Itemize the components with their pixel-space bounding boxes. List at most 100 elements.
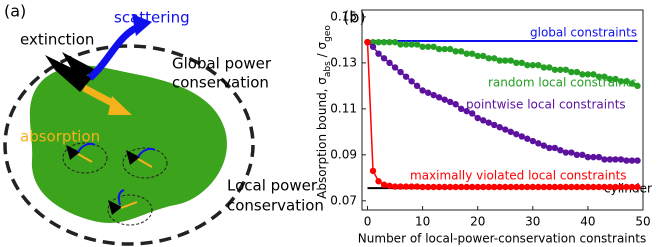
y-axis-label-part: / σ [315, 41, 329, 61]
data-point [584, 183, 592, 191]
data-point [562, 149, 570, 156]
data-point [413, 41, 421, 48]
y-axis-label-part: geo [323, 25, 333, 42]
x-tick-label: 50 [635, 215, 650, 229]
data-point [535, 61, 542, 69]
scattering-arrow-head [132, 14, 152, 36]
data-point [579, 71, 586, 78]
data-point [562, 183, 570, 191]
panel-b: (b) Number of local-power-conservation c… [315, 8, 652, 246]
data-point [507, 57, 514, 64]
data-point [590, 153, 597, 161]
y-tick-label: 0.11 [330, 101, 357, 115]
local-region [107, 194, 153, 226]
panel-label: (a) [4, 2, 26, 21]
data-point [375, 178, 382, 185]
data-point [468, 50, 476, 57]
data-point [529, 183, 537, 191]
data-point [496, 124, 503, 131]
extinction-arrow [45, 55, 92, 92]
x-tick-label: 40 [580, 215, 595, 229]
data-point [590, 71, 597, 78]
data-point [485, 183, 492, 191]
data-point [457, 48, 465, 55]
data-point [628, 183, 636, 191]
data-point [606, 183, 614, 191]
data-point [513, 183, 520, 191]
data-point [463, 107, 470, 115]
local-label: conservation [227, 197, 324, 215]
data-point [513, 59, 520, 67]
data-point [595, 153, 603, 161]
data-point [518, 59, 525, 67]
data-point [419, 183, 426, 191]
data-point [562, 66, 570, 73]
data-point [369, 167, 377, 175]
data-point [573, 183, 581, 191]
data-point [502, 183, 509, 191]
data-point [551, 66, 559, 73]
data-point [397, 68, 404, 76]
data-point [463, 183, 470, 191]
data-point [546, 144, 553, 152]
extinction-label: extinction [20, 31, 94, 49]
data-point [419, 43, 426, 50]
data-point [568, 68, 575, 76]
global-boundary [3, 44, 255, 246]
data-point [402, 73, 410, 80]
data-point [540, 142, 548, 149]
data-point [452, 48, 459, 55]
data-point [413, 183, 421, 190]
local-region [62, 142, 108, 174]
data-point [623, 183, 630, 191]
y-axis-label-part: Absorption bound, σ [315, 77, 329, 199]
data-point [369, 38, 377, 46]
data-point [540, 183, 548, 191]
data-point [430, 183, 437, 191]
data-point [402, 183, 410, 190]
data-point [364, 38, 371, 46]
absorption-arrow-head [108, 96, 132, 115]
data-point [441, 96, 448, 103]
data-point [446, 98, 454, 106]
data-point [617, 78, 625, 85]
y-tick-label: 0.13 [330, 55, 357, 69]
data-point [397, 183, 404, 190]
data-point [419, 87, 426, 94]
data-point [634, 82, 641, 90]
data-point [540, 64, 548, 71]
data-point [463, 50, 470, 57]
data-point [606, 156, 614, 163]
data-point [579, 183, 586, 191]
data-point [617, 156, 625, 163]
plot-frame [361, 9, 644, 211]
data-point [496, 183, 503, 191]
data-point [474, 114, 481, 122]
absorption-label: absorption [20, 128, 100, 146]
data-point [430, 91, 437, 99]
data-point [397, 41, 404, 48]
data-point [612, 183, 619, 191]
extinction-arrow [62, 52, 96, 80]
data-point [441, 45, 448, 53]
global-label: Global power [172, 55, 272, 73]
data-point [413, 82, 421, 90]
data-point [369, 43, 377, 50]
data-point [474, 52, 481, 60]
data-point [386, 182, 393, 190]
data-point [557, 66, 564, 73]
data-point [502, 126, 509, 133]
series-label: pointwise local constraints [466, 98, 626, 112]
data-point [529, 61, 537, 69]
data-point [424, 183, 432, 191]
panel-a: (a) scattering extinction absorption Glo… [3, 2, 324, 246]
data-point [568, 183, 575, 191]
data-point [452, 183, 459, 191]
data-point [408, 78, 415, 85]
y-tick-label: 0.15 [330, 9, 357, 23]
data-point [441, 183, 448, 191]
data-point [518, 133, 525, 140]
object-blob [29, 65, 227, 223]
series-label: random local constraints [488, 76, 637, 90]
data-point [623, 157, 630, 164]
